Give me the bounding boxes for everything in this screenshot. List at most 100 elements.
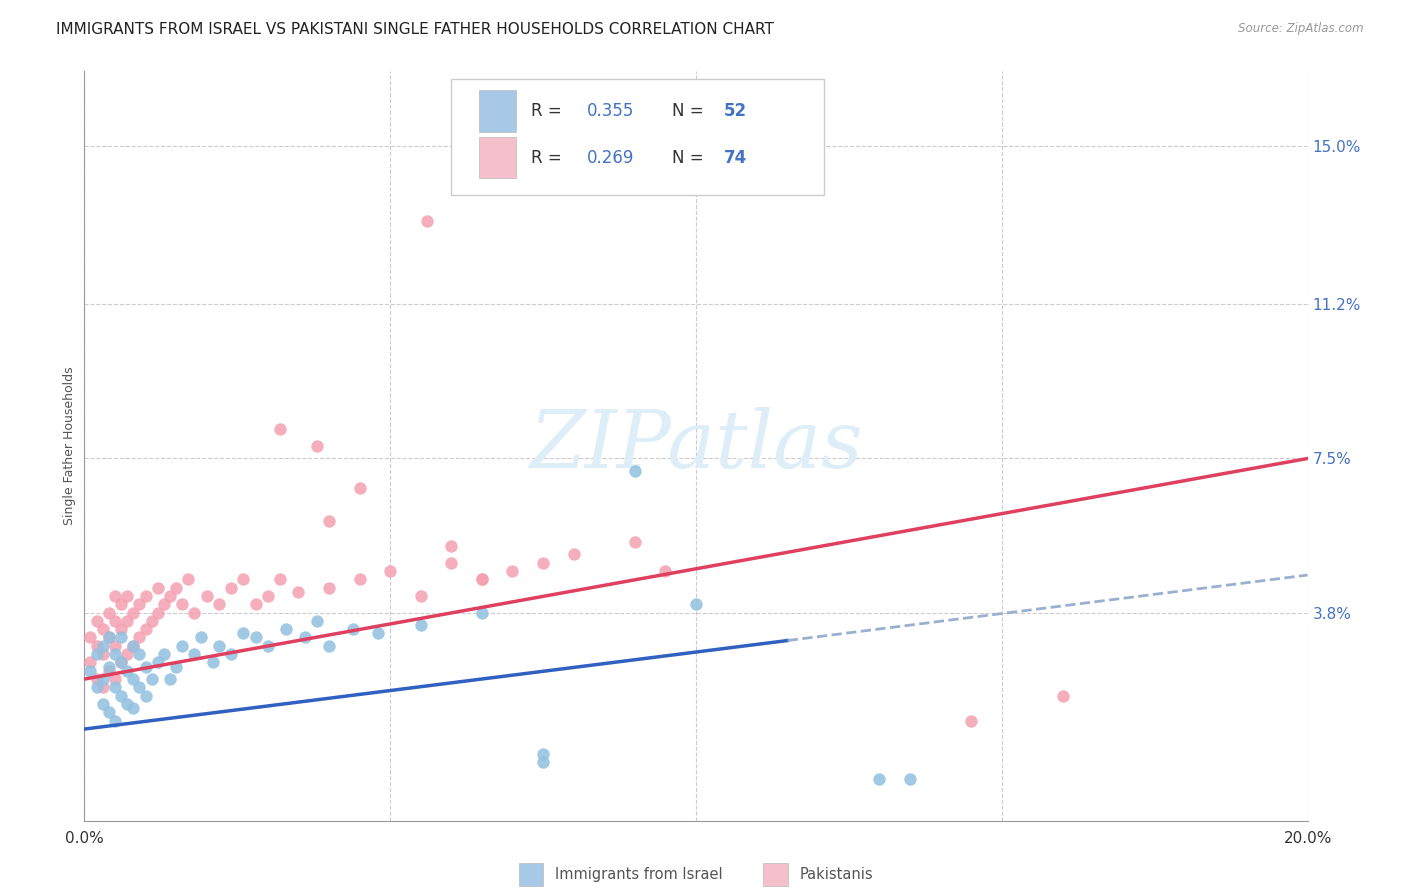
Point [115, 589, 138, 603]
Point [86, 681, 108, 695]
Point [471, 572, 494, 586]
Point [115, 697, 138, 711]
Point [201, 656, 224, 670]
Text: Source: ZipAtlas.com: Source: ZipAtlas.com [1239, 22, 1364, 36]
Point [97, 664, 120, 678]
Point [409, 589, 432, 603]
FancyBboxPatch shape [479, 90, 516, 132]
Point [135, 689, 157, 703]
Point [257, 639, 280, 653]
Point [349, 572, 371, 586]
Point [232, 626, 254, 640]
Point [409, 618, 432, 632]
Point [104, 639, 127, 653]
Text: N =: N = [672, 102, 709, 120]
Point [97, 631, 120, 645]
Point [91, 697, 114, 711]
Point [122, 606, 145, 620]
Text: IMMIGRANTS FROM ISRAEL VS PAKISTANI SINGLE FATHER HOUSEHOLDS CORRELATION CHART: IMMIGRANTS FROM ISRAEL VS PAKISTANI SING… [56, 22, 775, 37]
Point [122, 672, 145, 686]
Point [245, 597, 267, 611]
Point [380, 564, 402, 578]
Point [305, 439, 328, 453]
Point [110, 656, 132, 670]
Point [257, 589, 280, 603]
Point [276, 622, 298, 636]
Point [471, 606, 494, 620]
Point [318, 514, 340, 528]
Point [232, 572, 254, 586]
Text: 0.355: 0.355 [588, 102, 634, 120]
Point [122, 639, 145, 653]
Point [104, 672, 127, 686]
Text: Pakistanis: Pakistanis [800, 867, 873, 882]
Point [153, 647, 176, 661]
Point [97, 606, 120, 620]
Point [146, 581, 169, 595]
Point [269, 422, 291, 436]
Text: R =: R = [531, 149, 567, 167]
Point [135, 589, 157, 603]
Point [269, 572, 291, 586]
Point [115, 664, 138, 678]
Point [318, 581, 340, 595]
Text: R =: R = [531, 102, 567, 120]
Point [104, 681, 127, 695]
Point [104, 714, 127, 728]
Point [1052, 689, 1074, 703]
Point [79, 631, 101, 645]
Point [294, 631, 316, 645]
Text: Immigrants from Israel: Immigrants from Israel [555, 867, 723, 882]
Point [91, 639, 114, 653]
Point [91, 622, 114, 636]
Point [440, 556, 463, 570]
Point [79, 656, 101, 670]
Text: ZIPatlas: ZIPatlas [529, 408, 863, 484]
Point [440, 539, 463, 553]
Point [172, 597, 194, 611]
Point [531, 556, 554, 570]
Point [110, 656, 132, 670]
Point [97, 706, 120, 720]
Point [115, 647, 138, 661]
Point [86, 639, 108, 653]
Point [110, 689, 132, 703]
FancyBboxPatch shape [519, 863, 543, 886]
Point [471, 572, 494, 586]
Text: 0.269: 0.269 [588, 149, 634, 167]
Point [245, 631, 267, 645]
Point [110, 631, 132, 645]
Point [97, 659, 120, 673]
Point [104, 647, 127, 661]
Point [208, 639, 231, 653]
Point [141, 614, 163, 628]
Point [531, 756, 554, 770]
Point [318, 639, 340, 653]
Point [183, 606, 205, 620]
Point [86, 647, 108, 661]
Point [208, 597, 231, 611]
Point [531, 747, 554, 761]
Point [342, 622, 364, 636]
Point [624, 464, 647, 478]
Point [153, 597, 176, 611]
Point [146, 656, 169, 670]
Point [219, 647, 242, 661]
Point [135, 622, 157, 636]
Point [287, 584, 309, 599]
Point [110, 597, 132, 611]
FancyBboxPatch shape [451, 78, 824, 195]
Point [305, 614, 328, 628]
Point [562, 547, 585, 561]
Point [183, 647, 205, 661]
Point [91, 647, 114, 661]
FancyBboxPatch shape [763, 863, 787, 886]
Point [502, 564, 524, 578]
Point [79, 664, 101, 678]
Point [122, 701, 145, 715]
Point [172, 639, 194, 653]
Point [159, 589, 181, 603]
Point [115, 614, 138, 628]
Point [104, 614, 127, 628]
Point [190, 631, 212, 645]
